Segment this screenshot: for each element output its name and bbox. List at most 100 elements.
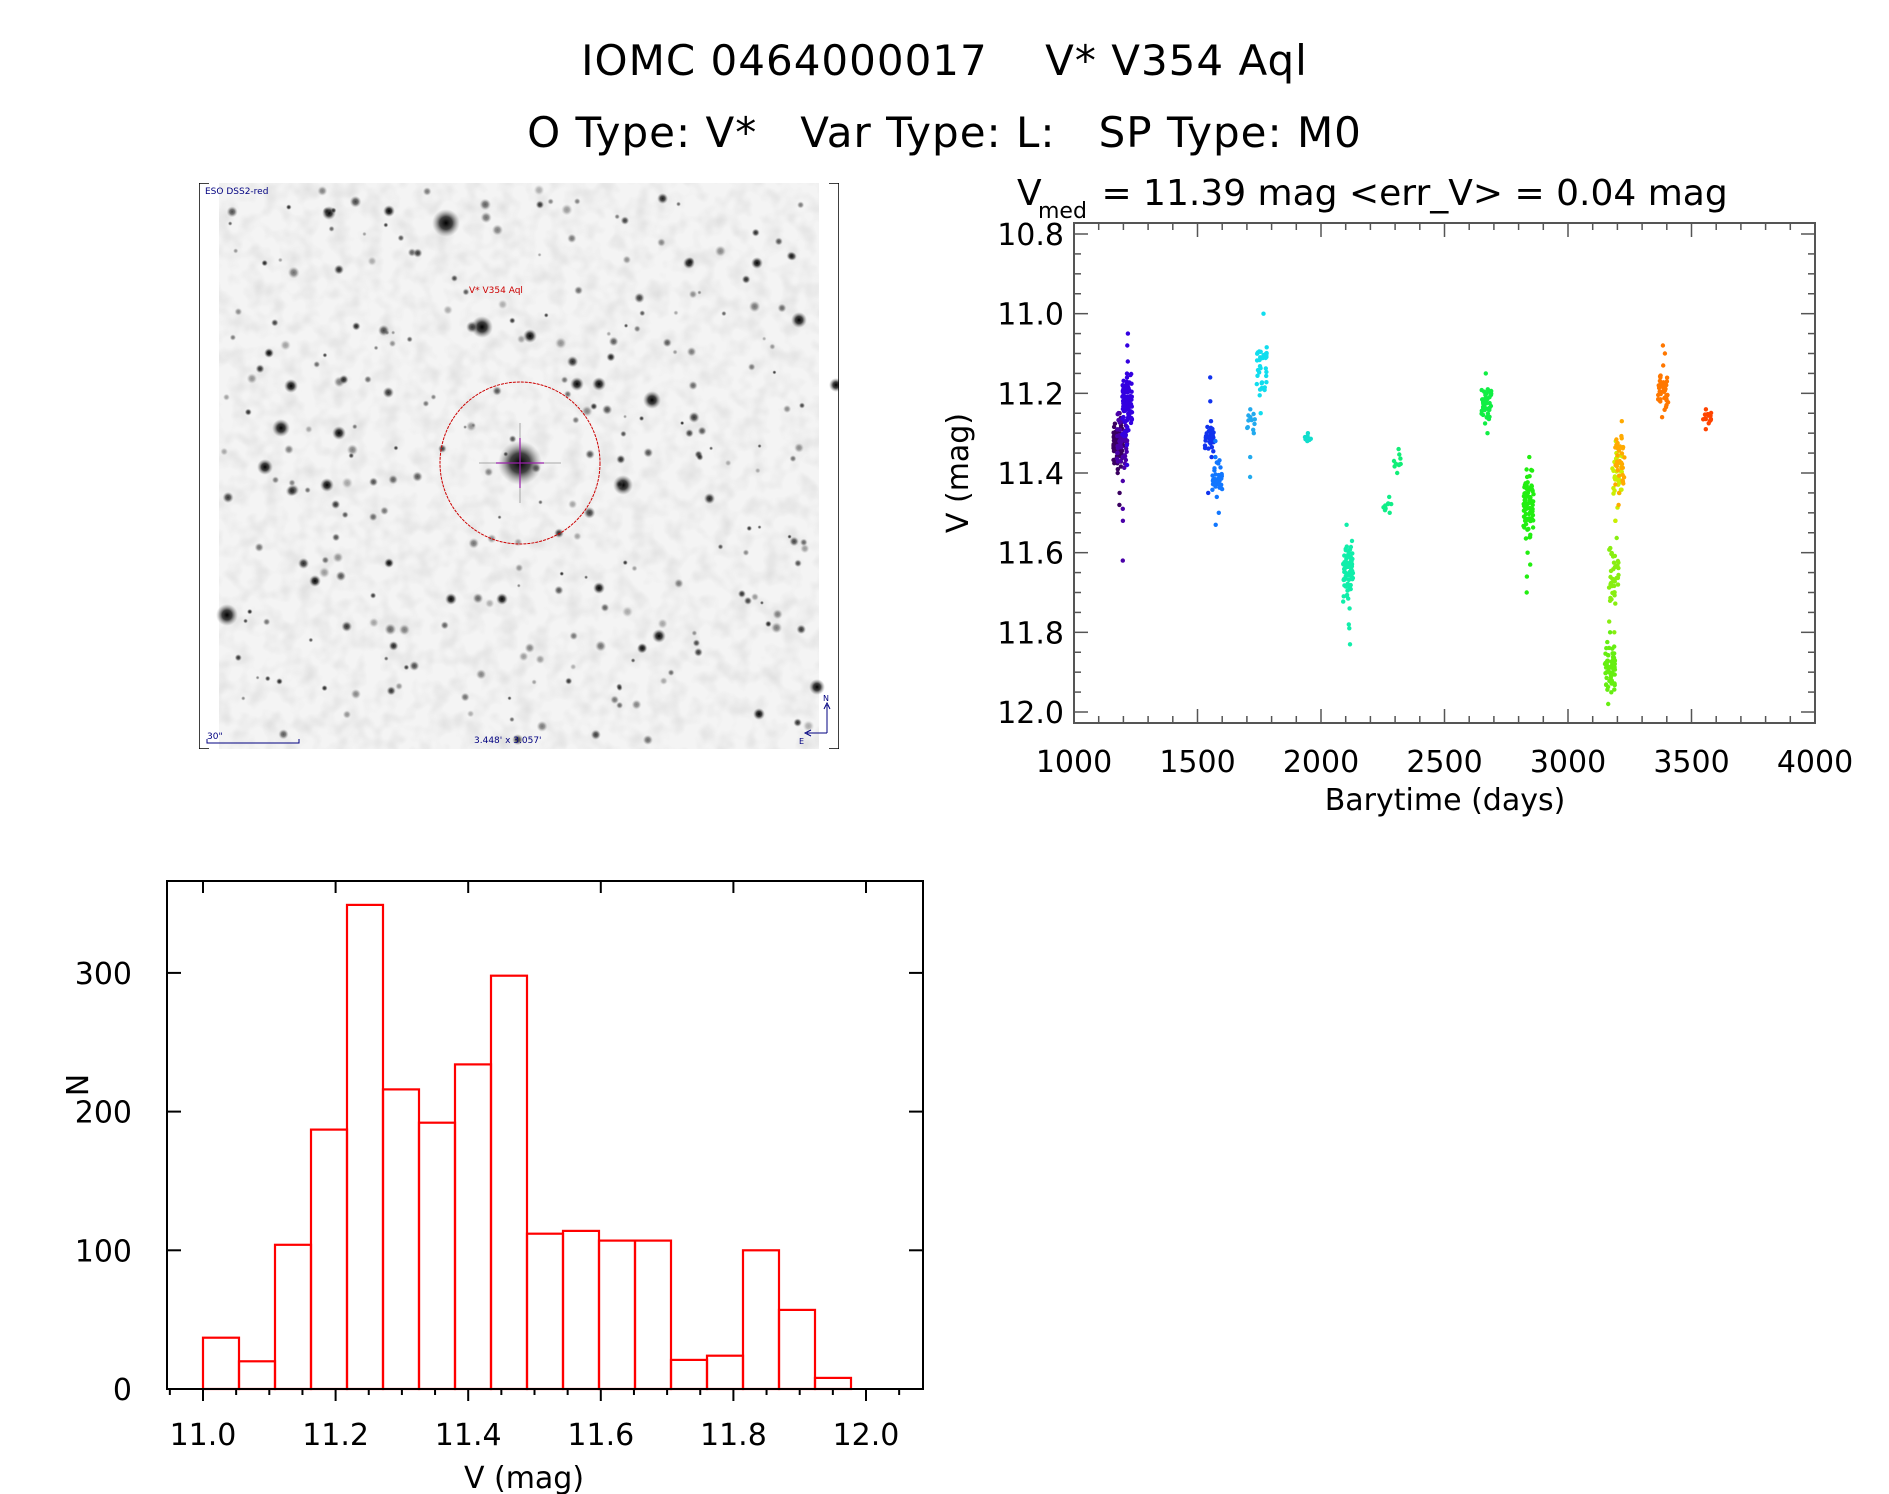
star (789, 536, 799, 547)
lc-point (1613, 601, 1618, 606)
star (388, 640, 399, 651)
histogram-bar (597, 1239, 637, 1391)
star (600, 603, 610, 612)
star (652, 629, 666, 643)
star (595, 640, 607, 652)
lc-point (1115, 470, 1120, 476)
star (254, 542, 264, 553)
lc-point (1341, 562, 1346, 567)
lc-point (1389, 501, 1394, 507)
star (772, 370, 777, 375)
star (383, 205, 395, 217)
star (234, 654, 242, 662)
star (304, 425, 313, 434)
star (438, 444, 447, 453)
histogram-bar (561, 1229, 601, 1391)
star (398, 624, 411, 636)
lc-point (1526, 516, 1532, 521)
star (693, 647, 703, 657)
star (639, 310, 646, 317)
lc-ytick-label: 11.4 (997, 457, 1064, 492)
star (283, 444, 294, 455)
hist-ytick-label: 0 (113, 1373, 132, 1408)
histogram-bar (525, 1232, 565, 1391)
lc-point (1124, 379, 1130, 384)
lc-point (1210, 433, 1215, 438)
survey-label: ESO DSS2-red (205, 187, 268, 197)
star (348, 452, 355, 459)
star (569, 631, 579, 641)
lc-point (1344, 544, 1349, 549)
lc-xtick-label: 1500 (1159, 745, 1235, 780)
frame-left (199, 183, 209, 749)
star (708, 446, 714, 451)
star (369, 592, 377, 599)
star (280, 339, 291, 351)
lc-point (1121, 378, 1126, 383)
lc-point (1349, 564, 1355, 569)
star (483, 467, 494, 477)
lc-point (1341, 599, 1346, 604)
lc-point (1346, 554, 1352, 559)
lc-point (1209, 429, 1214, 434)
lc-point (1487, 414, 1492, 419)
star (573, 197, 581, 205)
histogram-bar (741, 1249, 781, 1391)
lc-point (1251, 427, 1256, 432)
star (622, 255, 632, 265)
lc-point (1122, 405, 1127, 410)
lc-cluster (1479, 371, 1494, 436)
star (789, 455, 797, 463)
lc-point (1526, 494, 1531, 500)
lc-point (1387, 494, 1392, 500)
lc-point (1342, 583, 1347, 588)
lc-ticks (1073, 223, 1816, 723)
star (791, 312, 807, 328)
star (479, 198, 492, 211)
histogram-bar (777, 1308, 817, 1391)
lc-point (1350, 556, 1355, 562)
lc-point (1615, 440, 1620, 446)
star (667, 669, 675, 677)
lc-point (1529, 483, 1534, 488)
lc-title-rest: = 11.39 mag <err_V> = 0.04 mag (1090, 173, 1728, 214)
star (673, 310, 679, 316)
lc-xlabel: Barytime (days) (1325, 783, 1566, 818)
lc-point (1257, 393, 1262, 398)
star (328, 225, 335, 232)
lc-point (1525, 550, 1530, 555)
star (637, 642, 648, 654)
lc-point (1255, 367, 1261, 373)
lc-point (1612, 590, 1617, 595)
lc-point (1264, 380, 1269, 385)
star (475, 669, 487, 680)
lc-point (1612, 651, 1617, 656)
star (244, 408, 252, 416)
star (674, 578, 684, 589)
star (564, 677, 573, 685)
star (304, 486, 311, 494)
star (601, 404, 613, 415)
lc-point (1395, 470, 1400, 476)
histogram-bar (345, 903, 385, 1391)
lc-point (1522, 525, 1527, 530)
lc-point (1118, 464, 1124, 469)
lc-point (1612, 687, 1617, 692)
star (276, 677, 283, 685)
lc-point (1610, 672, 1615, 677)
star (523, 329, 537, 343)
star (350, 688, 362, 700)
compass-east-label: E (799, 737, 804, 746)
star (561, 203, 573, 216)
star (770, 622, 783, 634)
star (554, 585, 564, 595)
star (368, 477, 379, 487)
star (284, 379, 298, 393)
star (761, 336, 767, 342)
star (657, 618, 668, 629)
hist-ytick-label: 300 (75, 957, 132, 992)
star (747, 363, 756, 371)
lc-point (1347, 626, 1352, 631)
lc-point (1124, 438, 1130, 443)
lc-point (1612, 644, 1617, 649)
